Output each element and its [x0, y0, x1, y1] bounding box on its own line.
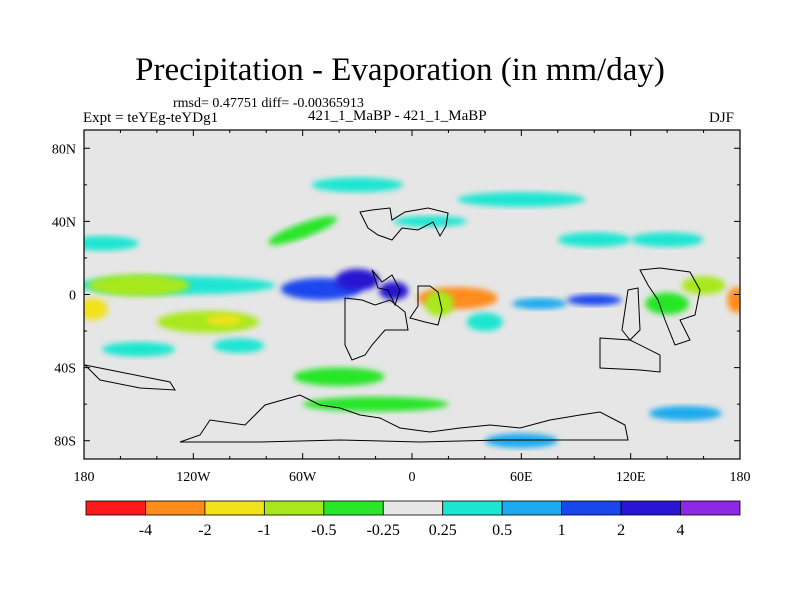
colorbar-label: 4 — [677, 522, 685, 539]
colorbar: -4 -2 -1 -0.5 -0.25 0.25 0.5 1 2 4 — [85, 500, 741, 539]
colorbar-swatch-1 — [145, 500, 206, 516]
anomaly-patch-26 — [302, 396, 449, 412]
colorbar-label: 0.25 — [429, 522, 457, 539]
colorbar-label: -2 — [198, 522, 211, 539]
x-tick-label: 60W — [289, 470, 317, 485]
colorbar-label: 1 — [558, 522, 566, 539]
y-tick-label: 80N — [52, 142, 76, 157]
y-tick-label: 40S — [54, 362, 76, 377]
x-tick-label: 180 — [74, 470, 95, 485]
colorbar-label: -1 — [258, 522, 271, 539]
x-axis-ticks: 180 120W 60W 0 60E 120E 180 — [74, 130, 751, 485]
coastline-australia — [599, 337, 661, 373]
y-tick-label: 80S — [54, 435, 76, 450]
anomaly-patch-13 — [466, 312, 504, 332]
y-tick-label: 0 — [69, 289, 76, 304]
anomaly-patch-14 — [512, 298, 567, 310]
colorbar-swatch-7 — [501, 500, 563, 516]
y-tick-label: 40N — [52, 215, 76, 230]
colorbar-swatch-5 — [382, 500, 444, 516]
experiment-label: Expt = teYEg-teYDg1 — [83, 110, 219, 126]
anomaly-patch-24 — [311, 177, 403, 193]
colorbar-label: -4 — [139, 522, 152, 539]
anomaly-patch-18 — [727, 287, 740, 313]
anomaly-patch-11 — [102, 342, 176, 357]
coastline-south-america — [344, 297, 409, 361]
anomaly-patch-1 — [87, 274, 190, 297]
case-label: 421_1_MaBP - 421_1_MaBP — [308, 108, 487, 124]
y-axis-ticks: 80N 40N 0 40S 80S — [52, 142, 740, 450]
colorbar-swatch-10 — [680, 500, 741, 516]
stats-line: rmsd= 0.47751 diff= -0.00365913 — [173, 96, 364, 111]
anomaly-patch-19 — [268, 216, 338, 245]
colorbar-swatch-4 — [323, 500, 384, 516]
anomaly-patch-22 — [557, 232, 631, 247]
chart-title: Precipitation - Evaporation (in mm/day) — [135, 52, 665, 88]
colorbar-swatch-9 — [620, 500, 681, 516]
anomaly-patch-16 — [645, 292, 689, 315]
anomaly-patch-23 — [630, 232, 704, 247]
anomaly-patch-21 — [457, 192, 586, 207]
colorbar-label: 2 — [617, 522, 625, 539]
anomaly-patch-12 — [293, 367, 385, 386]
anomaly-patch-27 — [484, 433, 558, 449]
anomaly-patch-4 — [335, 268, 380, 291]
x-tick-label: 60E — [510, 470, 533, 485]
colorbar-swatch-2 — [204, 500, 265, 516]
anomaly-patch-10 — [213, 338, 265, 353]
anomaly-patch-2 — [84, 298, 108, 321]
anomaly-patch-20 — [84, 236, 139, 251]
coastline-antarctica — [179, 394, 629, 443]
colorbar-swatch-3 — [263, 500, 325, 516]
colorbar-swatch-0 — [85, 500, 146, 516]
coastline-pacific-islands — [639, 267, 701, 346]
coastline-maritime — [621, 287, 641, 341]
coastline-north-america — [359, 207, 449, 241]
anomaly-patch-9 — [206, 314, 243, 326]
colorbar-swatch-6 — [442, 500, 503, 516]
coastline-southern-chile — [84, 364, 176, 391]
anomaly-patch-15 — [566, 294, 622, 306]
anomaly-patch-5 — [379, 281, 409, 300]
x-tick-label: 0 — [409, 470, 416, 485]
colorbar-label: -0.5 — [311, 522, 336, 539]
anomaly-patch-17 — [681, 276, 726, 295]
anomaly-patch-25 — [393, 215, 467, 227]
x-tick-label: 120E — [616, 470, 646, 485]
colorbar-label: 0.5 — [492, 522, 512, 539]
coastline-central-america — [371, 269, 401, 307]
coastline-africa — [409, 285, 443, 326]
anomaly-patch-7 — [424, 290, 454, 317]
x-tick-label: 120W — [176, 470, 211, 485]
anomaly-layer — [84, 177, 740, 449]
x-tick-label: 180 — [730, 470, 751, 485]
coastline-layer — [84, 207, 701, 443]
season-label: DJF — [709, 110, 735, 126]
anomaly-patch-28 — [648, 405, 722, 421]
colorbar-label: -0.25 — [367, 522, 400, 539]
colorbar-swatch-8 — [561, 500, 622, 516]
